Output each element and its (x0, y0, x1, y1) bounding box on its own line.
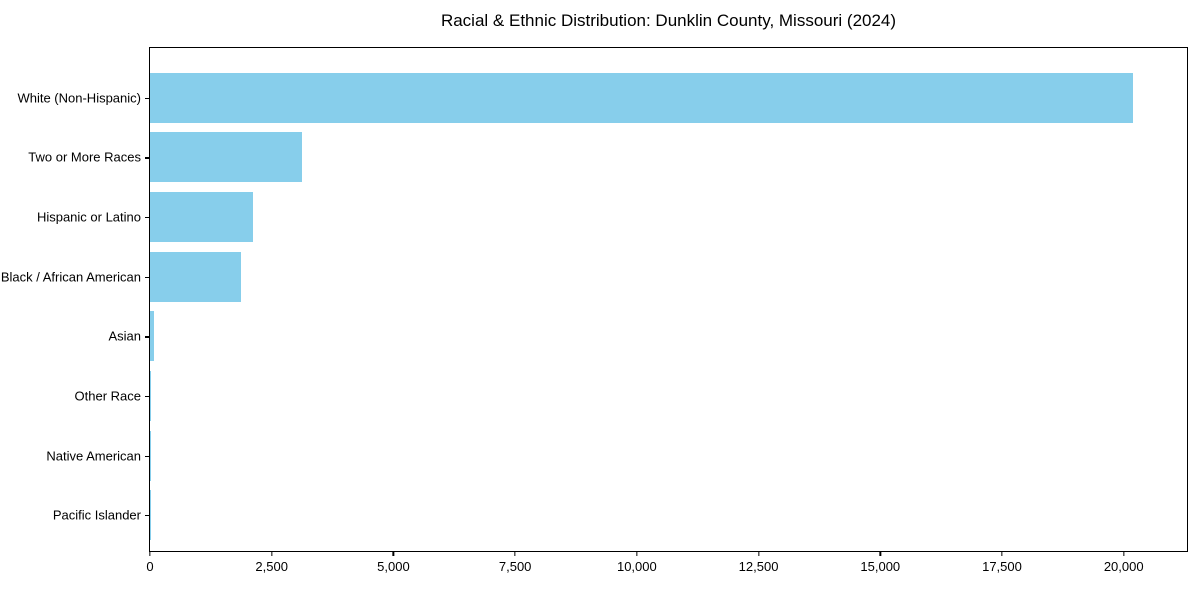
bar-row: White (Non-Hispanic) (17, 68, 1187, 128)
y-axis-label: Two or More Races (28, 149, 141, 165)
x-axis-tick (392, 551, 395, 556)
x-axis-tick-label: 12,500 (738, 559, 779, 574)
bar-row: Two or More Races (28, 128, 1187, 188)
bar-row: Pacific Islander (53, 485, 1187, 545)
bar (150, 370, 152, 421)
y-axis-tick (145, 276, 150, 278)
x-axis-tick-label: 2,500 (255, 559, 288, 574)
bar-row: Native American (46, 426, 1187, 486)
x-axis-tick-label: 17,500 (982, 559, 1022, 574)
y-axis-label: Black / African American (0, 269, 141, 285)
x-axis-tick (879, 551, 881, 556)
bar (150, 311, 155, 362)
bar-rows: White (Non-Hispanic) Two or More Races His… (1, 48, 1187, 551)
x-axis-tick (1123, 551, 1125, 556)
x-axis-tick (149, 551, 151, 556)
bar (150, 132, 303, 183)
x-axis-tick-label: 7,500 (498, 559, 532, 574)
plot-area: White (Non-Hispanic) Two or More Races His… (1, 47, 1188, 574)
y-axis-tick (145, 217, 150, 219)
bar (150, 430, 151, 481)
x-axis-tick-label: 15,000 (860, 559, 901, 574)
y-axis-label: White (Non-Hispanic) (17, 90, 141, 106)
x-axis-tick-label: 10,000 (616, 559, 657, 574)
y-axis-tick (145, 336, 150, 338)
bar (150, 72, 1134, 123)
x-axis-tick-label: 0 (146, 559, 154, 574)
bar (150, 192, 253, 243)
x-axis-tick-label: 5,000 (377, 559, 410, 574)
y-axis-tick (145, 455, 150, 457)
y-axis-label: Native American (46, 448, 141, 464)
y-axis-label: Pacific Islander (52, 507, 141, 523)
bar-row: Black / African American (1, 247, 1187, 307)
bar-row: Hispanic or Latino (37, 187, 1187, 247)
y-axis-label: Hispanic or Latino (36, 209, 141, 225)
y-axis-tick (145, 395, 150, 398)
bar-row: Other Race (75, 366, 1187, 426)
y-axis-tick (145, 515, 150, 517)
bar (150, 251, 241, 302)
chart-title: Racial & Ethnic Distribution: Dunklin Co… (440, 11, 897, 30)
x-axis-tick (1001, 551, 1003, 556)
x-axis-tick (514, 551, 516, 556)
y-axis-tick (145, 97, 150, 100)
y-axis-label: Other Race (74, 388, 141, 404)
x-axis-tick (636, 551, 638, 556)
x-axis-tick (271, 551, 273, 556)
x-axis-tick-label: 20,000 (1103, 559, 1144, 574)
bar-row: Asian (108, 307, 1187, 367)
x-axis-tick (757, 551, 760, 556)
y-axis-label: Asian (108, 328, 141, 344)
y-axis-tick (145, 157, 150, 159)
x-axis: 0 2,500 5,000 7,500 10,000 12,500 15,000 17,500… (146, 551, 1187, 581)
